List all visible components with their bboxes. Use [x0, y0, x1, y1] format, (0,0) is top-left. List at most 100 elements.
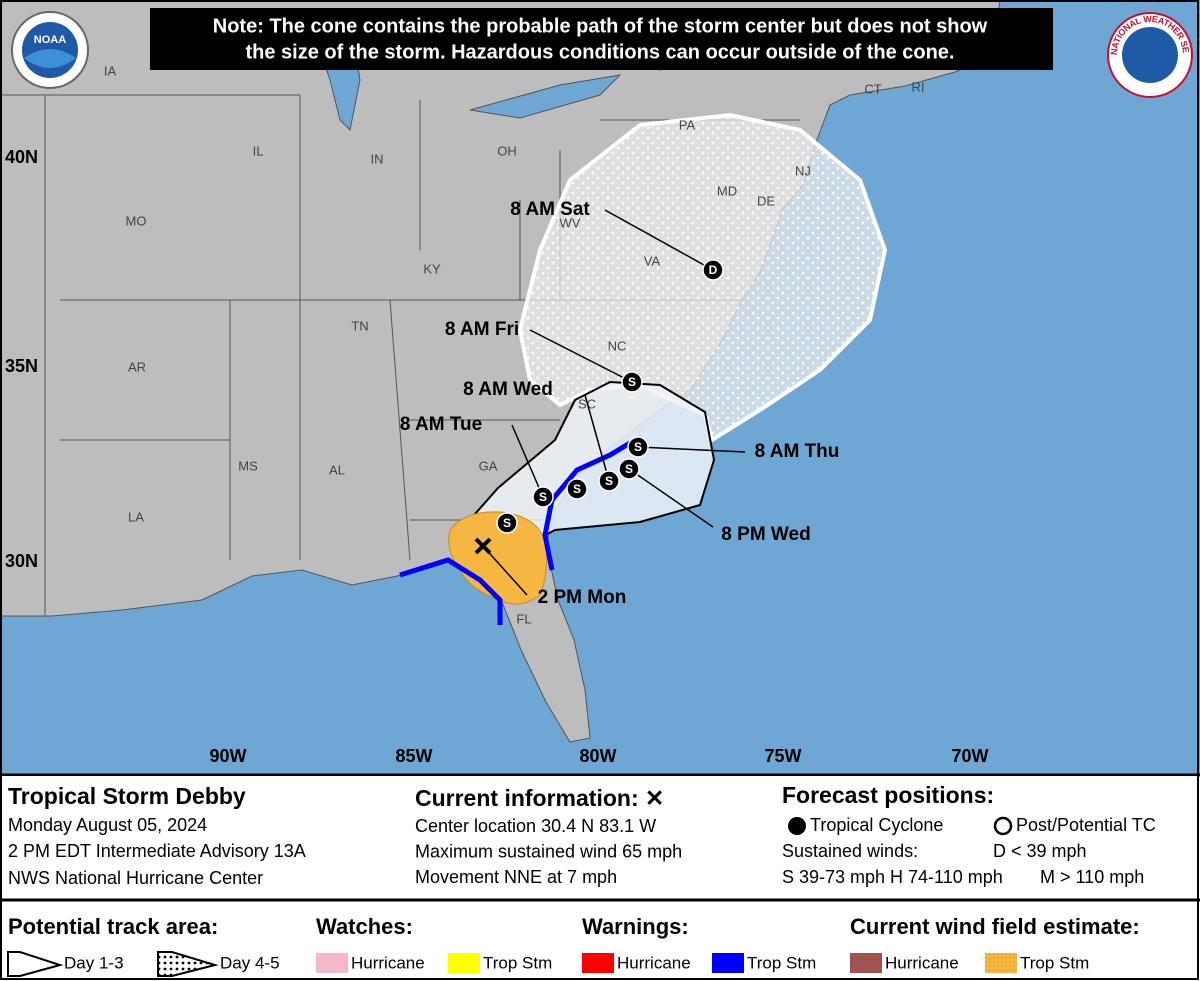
info-panel	[1, 776, 1198, 899]
forecast-label: 8 PM Wed	[721, 524, 810, 545]
legend-item: Day 1-3	[64, 953, 124, 972]
forecast-s: S 39-73 mph	[782, 867, 885, 887]
state-label: MO	[126, 213, 147, 228]
forecast-tropical: Tropical Cyclone	[810, 815, 943, 835]
latitude-label: 40N	[5, 147, 38, 167]
forecast-m: M > 110 mph	[1040, 867, 1144, 887]
legend-item: Day 4-5	[220, 953, 280, 972]
state-label: DE	[757, 193, 775, 208]
note-box	[150, 8, 1053, 70]
legend-item: Hurricane	[885, 953, 959, 972]
current-title: Current information: ✕	[415, 785, 664, 811]
state-label: IA	[104, 63, 117, 78]
noaa-logo-wave	[24, 49, 76, 68]
legend-item: Trop Stm	[483, 953, 552, 972]
forecast-point	[618, 458, 640, 480]
current-line: Center location 30.4 N 83.1 W	[415, 816, 656, 836]
state-label: NC	[608, 338, 627, 353]
note-text: the size of the storm. Hazardous conditi…	[246, 41, 955, 63]
forecast-label: 8 AM Sat	[510, 199, 590, 220]
forecast-point-letter: S	[503, 516, 511, 530]
current-line: Movement NNE at 7 mph	[415, 867, 617, 887]
forecast-point	[598, 470, 620, 492]
state-label: LA	[128, 509, 144, 524]
nws-logo-disc	[1122, 27, 1178, 83]
state-label: AR	[128, 359, 146, 374]
tropical-icon	[788, 817, 806, 835]
storm-date: Monday August 05, 2024	[8, 815, 207, 835]
state-label: MD	[717, 183, 737, 198]
forecast-point-letter: S	[605, 474, 613, 488]
note-text: Note: The cone contains the probable pat…	[213, 15, 988, 37]
state-label: IL	[253, 143, 264, 158]
longitude-label: 80W	[579, 746, 616, 766]
day45-icon	[157, 951, 219, 977]
state-label: WV	[560, 215, 581, 230]
forecast-label: 2 PM Mon	[538, 587, 627, 608]
longitude-label: 90W	[209, 746, 246, 766]
legend-title: Potential track area:	[8, 914, 218, 939]
warning-trop-stm	[399, 557, 503, 625]
forecast-point	[621, 371, 643, 393]
legend-swatch	[582, 953, 614, 973]
forecast-point-letter: S	[628, 375, 636, 389]
post-icon	[993, 816, 1013, 836]
longitude-label: 70W	[951, 746, 988, 766]
state-label: GA	[479, 458, 498, 473]
legend-swatch	[985, 953, 1017, 973]
state-label: VA	[644, 253, 661, 268]
longitude-label: 85W	[395, 746, 432, 766]
latitude-label: 35N	[5, 356, 38, 376]
storm-center: NWS National Hurricane Center	[8, 868, 263, 888]
legend-swatch	[316, 953, 348, 973]
state-label: CT	[864, 81, 881, 96]
leader-line	[604, 209, 714, 271]
state-label: TN	[351, 318, 368, 333]
storm-advisory: 2 PM EDT Intermediate Advisory 13A	[8, 841, 306, 861]
leader-line	[482, 545, 528, 596]
legend-swatch	[850, 953, 882, 973]
forecast-title: Forecast positions:	[782, 782, 994, 808]
forecast-point-letter: S	[573, 482, 581, 496]
state-label: RI	[912, 79, 925, 94]
state-label: PA	[679, 117, 696, 132]
leader-line	[637, 446, 746, 453]
legend-title: Current wind field estimate:	[850, 914, 1140, 939]
longitude-label: 75W	[764, 746, 801, 766]
noaa-logo	[11, 11, 89, 89]
current-line: Maximum sustained wind 65 mph	[415, 841, 682, 861]
storm-title: Tropical Storm Debby	[8, 783, 246, 809]
forecast-point-letter: S	[634, 440, 642, 454]
state-label: OH	[497, 143, 517, 158]
state-label: FL	[516, 611, 531, 626]
noaa-logo-text: NOAA	[34, 34, 66, 46]
forecast-label: 8 AM Fri	[445, 319, 519, 340]
legend-title: Watches:	[316, 914, 413, 939]
forecast-label: 8 AM Wed	[463, 379, 553, 400]
legend-title: Warnings:	[582, 914, 689, 939]
state-label: AL	[329, 462, 345, 477]
leader-line	[584, 394, 610, 482]
forecast-point	[702, 259, 724, 281]
legend-item: Trop Stm	[747, 953, 816, 972]
forecast-label: 8 AM Tue	[400, 414, 482, 435]
forecast-label: 8 AM Thu	[755, 441, 840, 462]
nws-logo	[1107, 12, 1193, 98]
legend-swatch	[448, 953, 480, 973]
forecast-point	[496, 512, 518, 534]
leader-line	[628, 468, 714, 528]
forecast-point-letter: S	[625, 462, 633, 476]
forecast-winds: Sustained winds:	[782, 841, 918, 861]
cone-day-4-5-dots	[520, 115, 885, 440]
current-position	[474, 537, 492, 555]
day13-icon	[7, 951, 64, 977]
legend-item: Hurricane	[351, 953, 425, 972]
warning-trop-stm	[542, 437, 637, 571]
forecast-point-letter: D	[709, 263, 718, 277]
leader-line	[529, 329, 633, 383]
state-label: KY	[423, 261, 441, 276]
state-label: NJ	[795, 163, 811, 178]
forecast-post: Post/Potential TC	[1016, 815, 1156, 835]
